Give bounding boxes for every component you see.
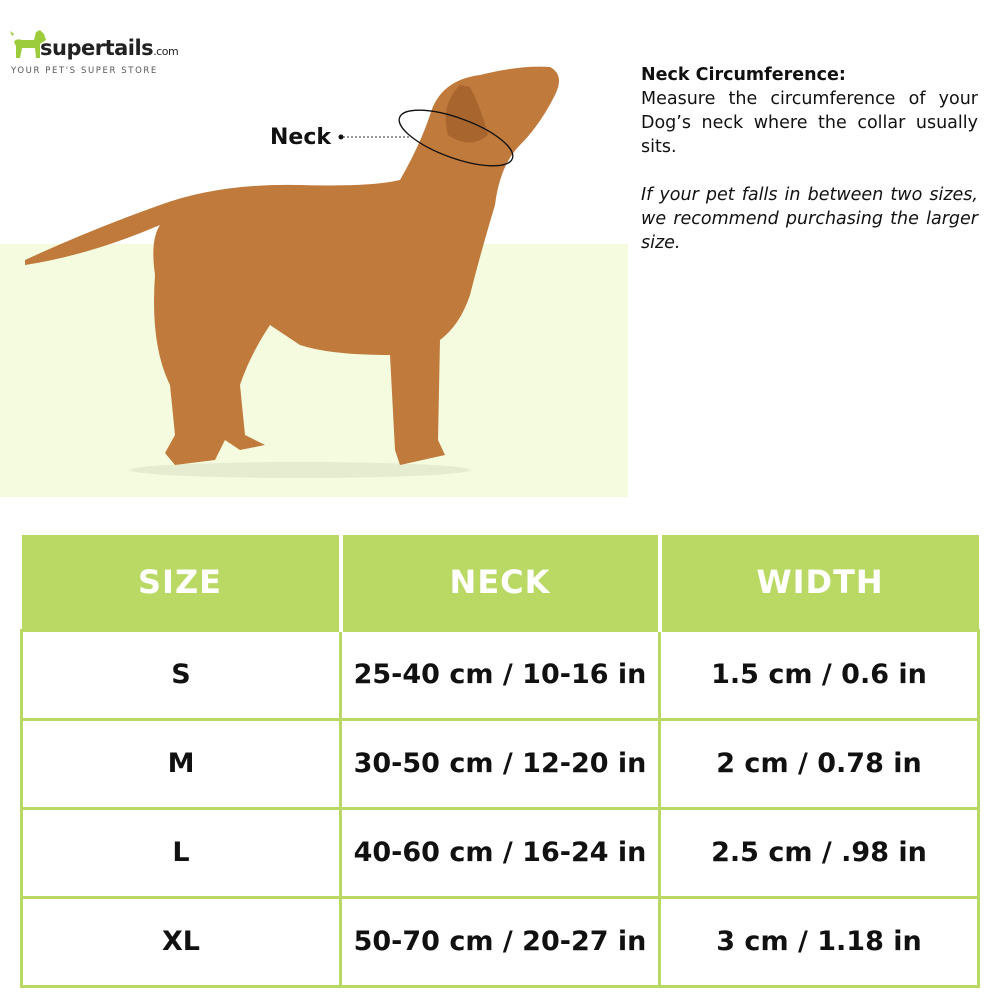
size-chart-table: SIZE NECK WIDTH S 25-40 cm / 10-16 in 1.5 …: [20, 535, 980, 988]
cell-neck: 40-60 cm / 16-24 in: [339, 806, 661, 899]
table-row: L 40-60 cm / 16-24 in 2.5 cm / .98 in: [20, 806, 980, 899]
cell-width: 2 cm / 0.78 in: [658, 717, 980, 810]
dog-logo-icon: [10, 30, 46, 58]
table-row: M 30-50 cm / 12-20 in 2 cm / 0.78 in: [20, 717, 980, 810]
supertails-logo: supertails.com YOUR PET'S SUPER STORE: [8, 28, 179, 76]
cell-size: S: [20, 628, 342, 721]
table-row: XL 50-70 cm / 20-27 in 3 cm / 1.18 in: [20, 895, 980, 988]
cell-size: XL: [20, 895, 342, 988]
header-width: WIDTH: [657, 535, 979, 630]
cell-width: 2.5 cm / .98 in: [658, 806, 980, 899]
header-neck: NECK: [338, 535, 662, 630]
cell-neck: 50-70 cm / 20-27 in: [339, 895, 661, 988]
cell-width: 1.5 cm / 0.6 in: [658, 628, 980, 721]
dog-illustration: [25, 66, 559, 478]
cell-neck: 25-40 cm / 10-16 in: [339, 628, 661, 721]
neck-label: Neck: [270, 125, 332, 150]
info-heading: Neck Circumference:: [641, 65, 846, 85]
info-body: Measure the circumference of your Dog’s …: [641, 89, 978, 157]
info-note: If your pet falls in between two sizes, …: [641, 185, 978, 253]
cell-size: L: [20, 806, 342, 899]
header-size: SIZE: [21, 535, 343, 630]
measurement-info: Neck Circumference: Measure the circumfe…: [641, 63, 978, 255]
table-row: S 25-40 cm / 10-16 in 1.5 cm / 0.6 in: [20, 628, 980, 721]
cell-neck: 30-50 cm / 12-20 in: [339, 717, 661, 810]
cell-width: 3 cm / 1.18 in: [658, 895, 980, 988]
cell-size: M: [20, 717, 342, 810]
